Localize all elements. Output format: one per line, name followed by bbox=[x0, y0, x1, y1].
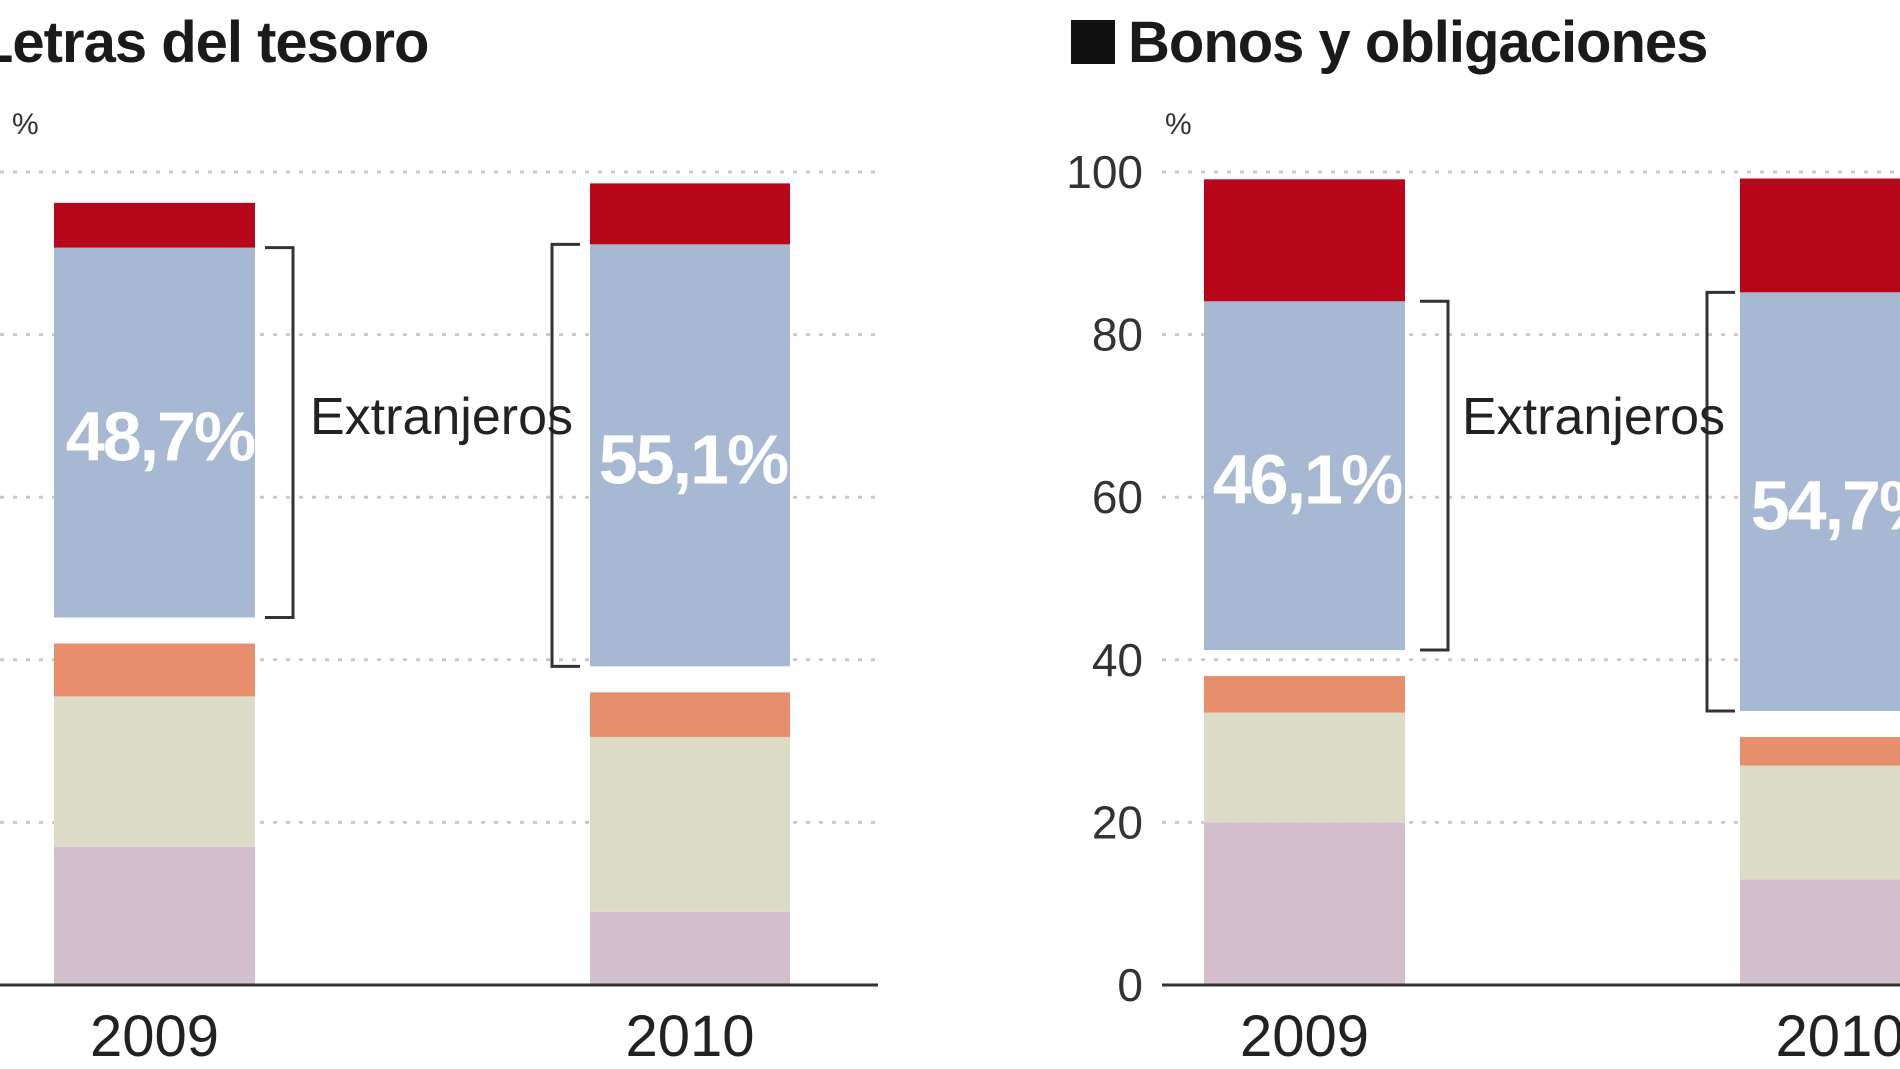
brackets bbox=[1420, 290, 1735, 713]
bracket bbox=[265, 246, 295, 620]
chart-panel-letras: Letras del tesoro % 2009 2010 Extranjeros… bbox=[0, 10, 878, 1069]
brackets bbox=[265, 242, 580, 668]
y-tick-label: 80 bbox=[1092, 309, 1143, 361]
bar-segment bbox=[1204, 301, 1405, 651]
highlight-label: 48,7% bbox=[66, 398, 255, 476]
highlight-label: 54,7% bbox=[1751, 467, 1900, 545]
x-tick-labels: 2009 2010 bbox=[90, 1004, 755, 1069]
y-tick-label: 20 bbox=[1092, 796, 1143, 848]
x-tick-label: 2009 bbox=[90, 1004, 219, 1069]
y-tick-labels: 0 20 40 60 80 100 bbox=[1066, 146, 1143, 1011]
bar-segment bbox=[590, 911, 790, 985]
bar-segment bbox=[590, 692, 790, 738]
x-tick-label: 2010 bbox=[1775, 1004, 1900, 1069]
bracket bbox=[1420, 299, 1450, 652]
bars bbox=[1204, 178, 1900, 985]
unit-label: % bbox=[12, 108, 39, 141]
annotation-extranjeros: Extranjeros bbox=[1462, 388, 1725, 446]
bar-segment bbox=[1204, 822, 1405, 985]
bar-segment bbox=[54, 643, 255, 697]
highlight-label: 46,1% bbox=[1213, 441, 1402, 519]
highlight-labels: 48,7% 55,1% bbox=[66, 398, 790, 499]
annotation-extranjeros: Extranjeros bbox=[310, 388, 573, 446]
x-tick-label: 2009 bbox=[1240, 1004, 1369, 1069]
bar-segment bbox=[1204, 676, 1405, 713]
bar-segment bbox=[1204, 712, 1405, 823]
bar-segment bbox=[54, 696, 255, 847]
unit-label: % bbox=[1165, 108, 1192, 141]
x-tick-label: 2010 bbox=[625, 1004, 754, 1069]
bar-segment bbox=[1740, 292, 1900, 712]
bar-segment bbox=[1740, 765, 1900, 880]
chart-title: Letras del tesoro bbox=[0, 10, 428, 75]
bar-segment bbox=[590, 183, 790, 245]
chart-title: Bonos y obligaciones bbox=[1128, 10, 1707, 75]
y-tick-label: 60 bbox=[1092, 471, 1143, 523]
bar-segment bbox=[54, 846, 255, 985]
bars bbox=[54, 183, 790, 985]
y-tick-label: 100 bbox=[1066, 146, 1143, 198]
y-tick-label: 40 bbox=[1092, 634, 1143, 686]
highlight-labels: 46,1% 54,7% bbox=[1213, 441, 1900, 545]
bar-segment bbox=[1740, 178, 1900, 293]
x-tick-labels: 2009 2010 bbox=[1240, 1004, 1900, 1069]
bar-segment bbox=[1740, 737, 1900, 766]
bar-segment bbox=[1740, 879, 1900, 985]
bar-segment bbox=[590, 244, 790, 667]
highlight-label: 55,1% bbox=[599, 420, 788, 498]
bracket bbox=[1705, 290, 1735, 713]
chart-panel-bonos: Bonos y obligaciones % 0 20 40 60 80 100 2009… bbox=[1066, 10, 1900, 1069]
legend-marker-square bbox=[1071, 20, 1115, 64]
bracket bbox=[550, 242, 580, 668]
bar-segment bbox=[1204, 179, 1405, 302]
bar-segment bbox=[54, 202, 255, 248]
bar-segment bbox=[590, 737, 790, 912]
bar-segment bbox=[54, 247, 255, 618]
y-tick-label: 0 bbox=[1117, 959, 1143, 1011]
